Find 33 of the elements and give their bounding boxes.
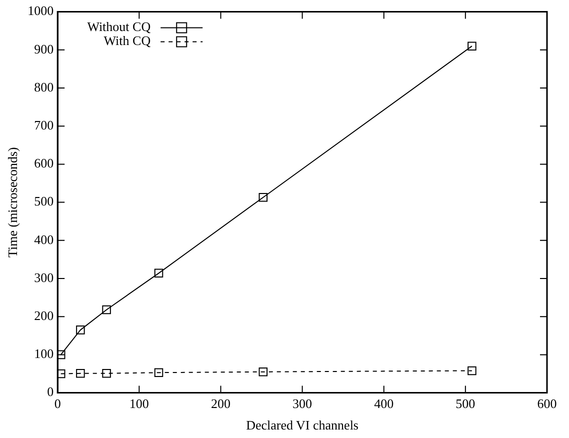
y-tick-label: 800 (34, 79, 54, 94)
y-axis-title: Time (microseconds) (5, 147, 20, 258)
point (76, 326, 85, 334)
point (58, 350, 66, 360)
y-tick-label: 100 (34, 346, 54, 362)
y-tick-label: 600 (34, 156, 54, 171)
x-tick-label: 500 (456, 396, 476, 412)
legend-label: Without CQ (87, 19, 152, 34)
y-tick-label: 300 (34, 270, 54, 285)
x-tick-label: 300 (292, 396, 312, 412)
point (102, 368, 111, 378)
y-tick-label: 1000 (28, 3, 54, 18)
y-tick-label: 700 (34, 118, 54, 133)
y-tick-label: 0 (47, 384, 54, 400)
point (258, 367, 268, 376)
y-tick-label: 500 (34, 194, 54, 209)
point (468, 366, 476, 376)
x-tick-label: 400 (374, 396, 394, 412)
point (468, 42, 476, 50)
x-tick-label: 200 (210, 396, 230, 412)
legend-label: With CQ (104, 33, 152, 48)
y-tick-label: 400 (34, 232, 54, 247)
y-tick-label: 200 (34, 308, 54, 324)
point (76, 368, 85, 378)
point (154, 368, 164, 377)
point (58, 369, 66, 378)
x-axis-title: Declared VI channels (246, 418, 358, 433)
point (102, 305, 111, 314)
point (154, 268, 164, 278)
point (258, 192, 268, 202)
y-tick-label: 900 (34, 41, 54, 56)
x-tick-label: 100 (129, 396, 149, 412)
x-tick-label: 600 (537, 396, 557, 412)
